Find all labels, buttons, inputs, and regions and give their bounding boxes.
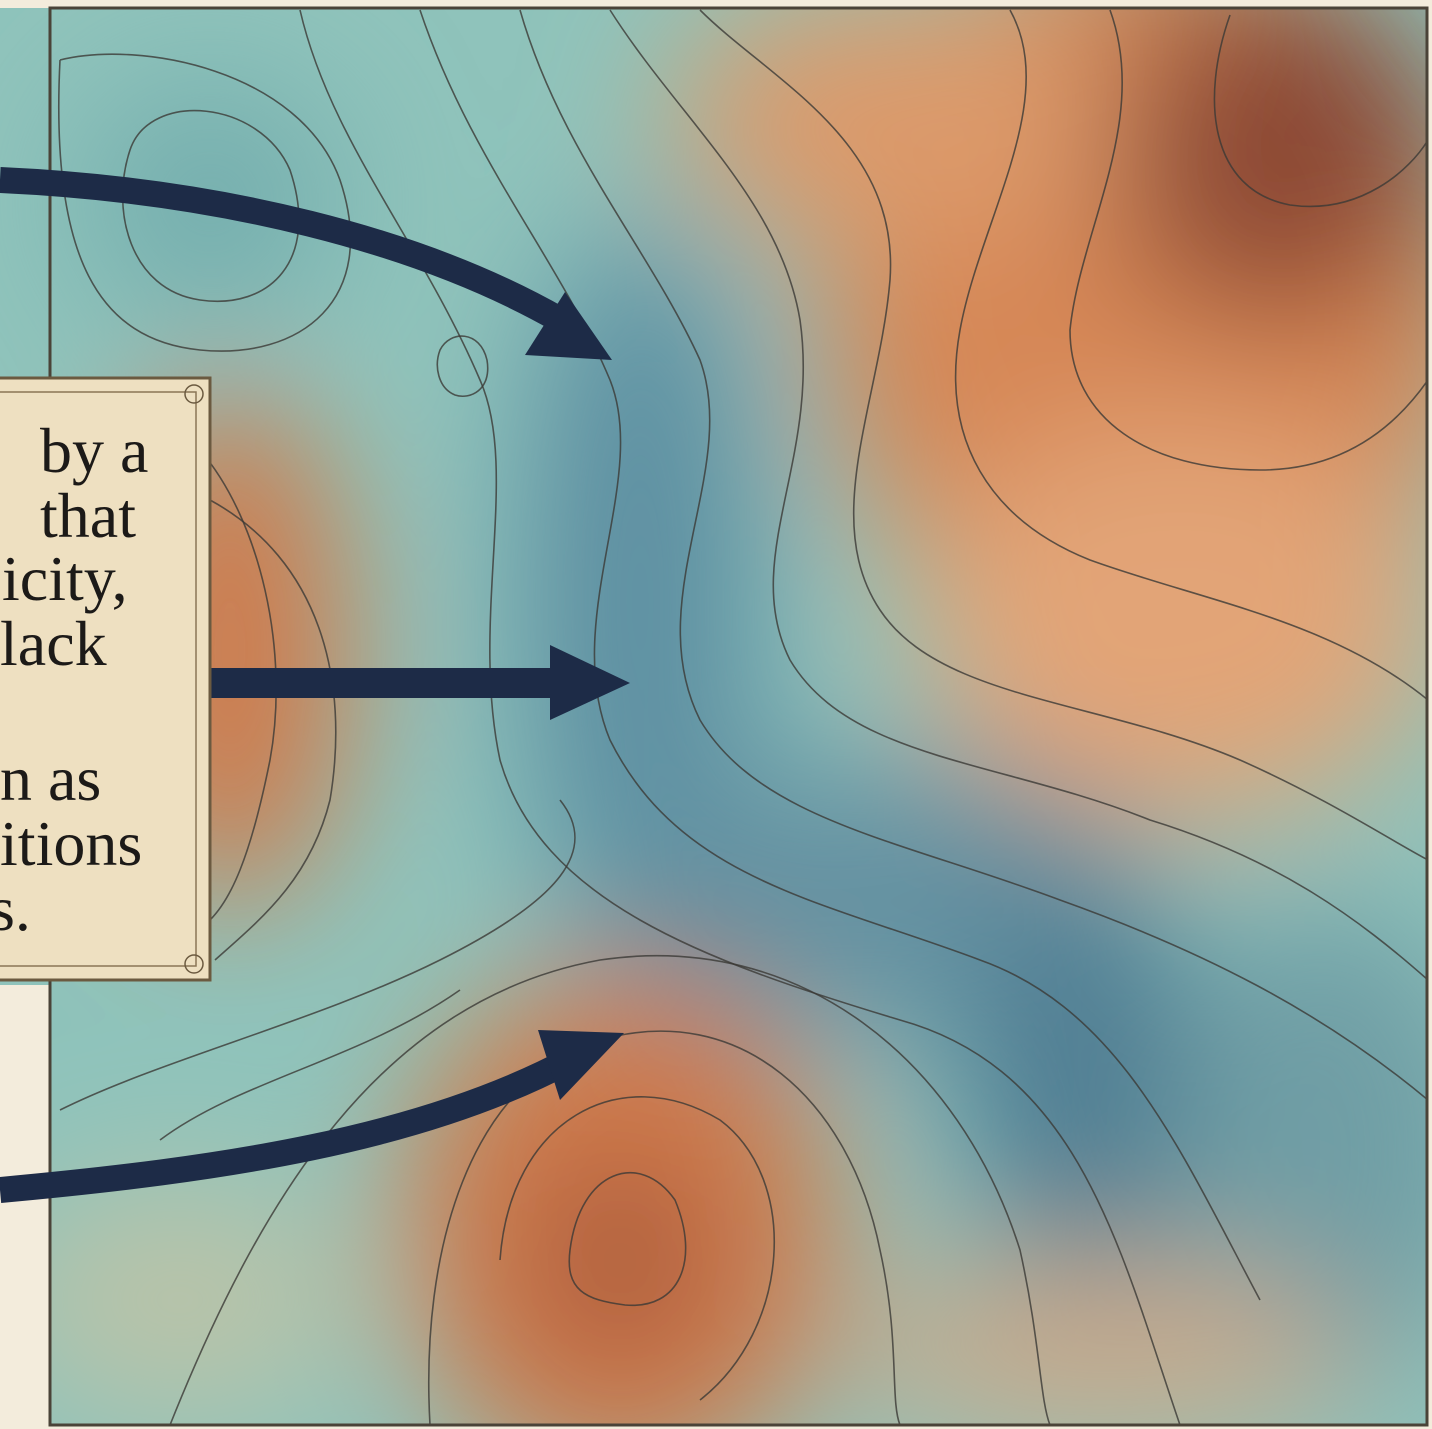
note-line: s. [0,873,31,944]
note-line: lack [0,608,107,679]
note-line: icity, [2,543,128,614]
note-box: by a that icity, lack n as itions s. [0,376,212,982]
note-line: itions [0,808,142,879]
note-line: n as [0,743,101,814]
arrows [0,167,630,1203]
note-line: that [40,480,136,551]
note-line: by a [40,415,148,486]
